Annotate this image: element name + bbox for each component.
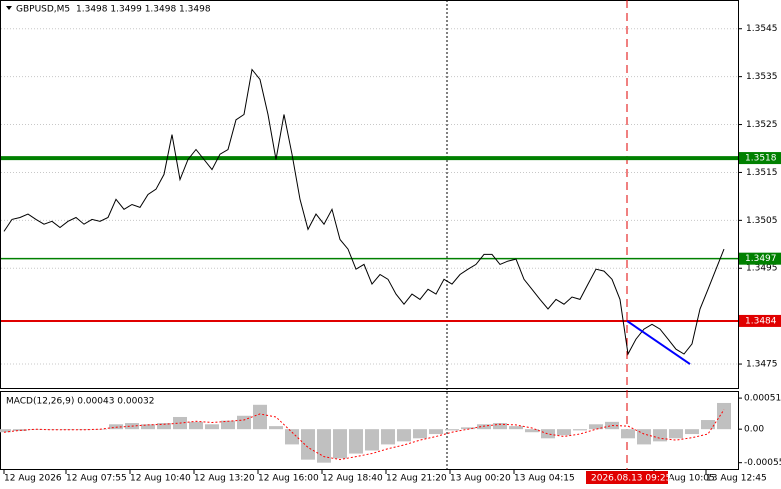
y-tick-label: -0.00055 — [744, 458, 781, 468]
y-tick-label: 1.3525 — [746, 120, 778, 130]
histogram-bar — [269, 426, 283, 430]
histogram-bar — [653, 429, 667, 442]
level-label: 1.3518 — [745, 154, 777, 164]
x-tick-label: 13 Aug 00:20 — [450, 474, 511, 484]
histogram-bar — [157, 423, 171, 430]
histogram-bar — [685, 429, 699, 435]
y-tick-label: 1.3545 — [746, 24, 778, 34]
histogram-bar — [237, 415, 251, 430]
histogram-bar — [637, 429, 651, 445]
histogram-bar — [557, 429, 571, 436]
histogram-bar — [701, 420, 715, 430]
x-tick-label: 12 Aug 2026 — [4, 474, 62, 484]
y-tick-label: 1.3505 — [746, 216, 778, 226]
histogram-bar — [365, 429, 379, 451]
histogram-bar — [621, 429, 635, 439]
histogram-bar — [589, 424, 603, 430]
signal-line — [3, 409, 725, 461]
x-tick-label: 12 Aug 07:55 — [66, 474, 127, 484]
histogram-bar — [109, 424, 123, 430]
symbol: GBPUSD,M5 — [16, 5, 70, 15]
x-tick-label: 12 Aug 16:00 — [258, 474, 319, 484]
x-tick-label: 12 Aug 18:40 — [322, 474, 383, 484]
price-line — [3, 68, 725, 356]
histogram-bar — [397, 429, 411, 442]
histogram-bar — [301, 429, 315, 460]
y-tick-label: 0.00051 — [744, 394, 781, 404]
level-label: 1.3484 — [745, 316, 777, 326]
level-label-box — [739, 252, 781, 265]
histogram-bar — [381, 429, 395, 445]
level-label-box — [739, 314, 781, 327]
x-tick-label: 13 Aug 10:05 — [654, 474, 715, 484]
x-tick-label: 12 Aug 10:40 — [130, 474, 191, 484]
histogram-bar — [541, 429, 555, 439]
histogram-bar — [717, 402, 731, 430]
histogram-bar — [461, 427, 475, 430]
histogram-bar — [205, 424, 219, 430]
histogram-bar — [349, 429, 363, 454]
histogram-bar — [493, 423, 507, 430]
cursor-time-box — [586, 471, 668, 484]
x-tick-label: 13 Aug 12:45 — [706, 474, 767, 484]
y-tick-label: 0.00 — [744, 425, 764, 435]
y-tick-label: 1.3515 — [746, 168, 778, 178]
trend-segment — [626, 320, 691, 365]
macd-title: MACD(12,26,9) 0.00043 0.00032 — [6, 397, 155, 407]
histogram-bar — [669, 429, 683, 439]
histogram-bar — [477, 424, 491, 430]
price-panel — [0, 0, 739, 389]
histogram-bar — [253, 404, 267, 430]
histogram-bar — [189, 421, 203, 430]
histogram-bar — [573, 429, 587, 431]
histogram-bar — [445, 429, 459, 431]
histogram-bar — [141, 424, 155, 430]
y-tick-label: 1.3535 — [746, 72, 778, 82]
histogram-bar — [0, 429, 11, 433]
y-tick-label: 1.3495 — [746, 264, 778, 274]
level-label-box — [739, 152, 781, 165]
x-tick-label: 12 Aug 13:20 — [194, 474, 255, 484]
histogram-bar — [509, 426, 523, 430]
histogram-bar — [429, 429, 443, 435]
histogram-bar — [413, 429, 427, 439]
dropdown-icon[interactable] — [6, 6, 12, 10]
quote: 1.3498 1.3499 1.3498 1.3498 — [76, 5, 211, 15]
x-tick-label: 12 Aug 21:20 — [386, 474, 447, 484]
y-tick-label: 1.3475 — [746, 360, 778, 370]
histogram-bar — [285, 429, 299, 445]
level-label: 1.3497 — [745, 254, 777, 264]
histogram-bar — [605, 421, 619, 430]
histogram-bar — [221, 420, 235, 430]
histogram-bar — [333, 429, 347, 459]
histogram-bar — [525, 429, 539, 433]
x-tick-label: 13 Aug 04:15 — [514, 474, 575, 484]
cursor-time: 2026.08.13 09:25 — [591, 474, 671, 484]
